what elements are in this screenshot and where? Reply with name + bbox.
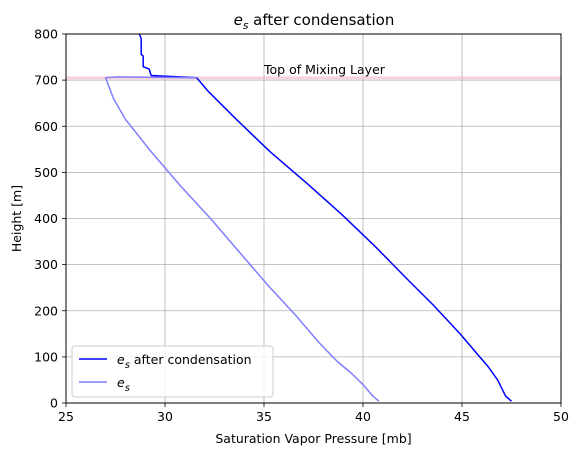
chart-title-rest: after condensation	[248, 11, 394, 29]
y-tick-label: 500	[34, 165, 58, 180]
chart-title: es after condensation	[234, 11, 395, 32]
y-tick-label: 400	[34, 211, 58, 226]
mixing-layer-annotation: Top of Mixing Layer	[263, 62, 386, 77]
x-axis-label: Saturation Vapor Pressure [mb]	[215, 431, 411, 446]
x-tick-label: 30	[157, 409, 173, 424]
y-tick-label: 700	[34, 73, 58, 88]
legend-es-subscript: s	[125, 383, 130, 394]
chart-title-symbol: e	[234, 11, 243, 29]
x-tick-label: 40	[355, 409, 371, 424]
x-tick-label: 35	[256, 409, 272, 424]
x-tick-label: 25	[58, 409, 74, 424]
x-tick-label: 45	[454, 409, 470, 424]
y-tick-label: 300	[34, 257, 58, 272]
y-axis-label: Height [m]	[9, 185, 24, 252]
y-tick-label: 100	[34, 349, 58, 364]
x-tick-label: 50	[553, 409, 569, 424]
y-tick-label: 600	[34, 119, 58, 134]
y-tick-label: 200	[34, 303, 58, 318]
y-tick-label: 0	[50, 396, 58, 411]
legend: es after condensation es	[72, 346, 273, 397]
y-tick-label: 800	[34, 27, 58, 42]
legend-condensation-rest: after condensation	[130, 352, 252, 367]
